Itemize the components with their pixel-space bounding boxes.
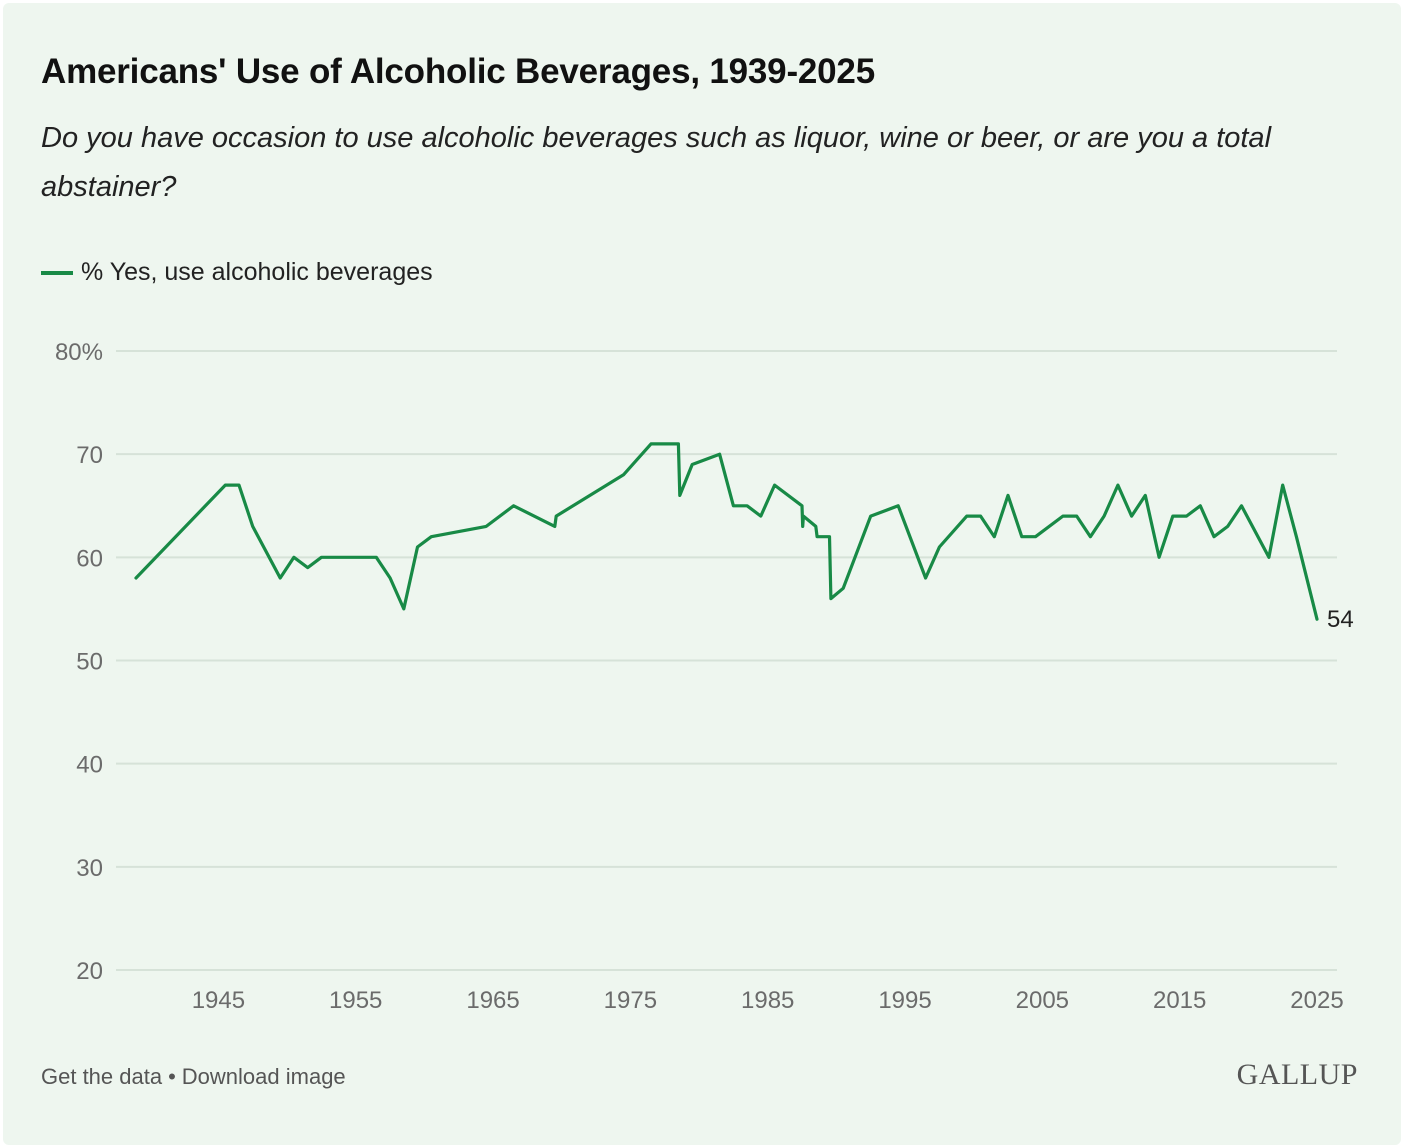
x-tick-label: 2005 bbox=[1016, 987, 1069, 1014]
y-tick-label: 70 bbox=[76, 442, 103, 469]
x-tick-label: 1945 bbox=[192, 987, 245, 1014]
y-tick-label: 80% bbox=[55, 339, 103, 366]
legend: % Yes, use alcoholic beverages bbox=[41, 258, 433, 287]
y-tick-label: 60 bbox=[76, 545, 103, 572]
x-tick-label: 1985 bbox=[741, 987, 794, 1014]
gallup-logo: GALLUP bbox=[1236, 1058, 1358, 1091]
chart-subtitle: Do you have occasion to use alcoholic be… bbox=[41, 122, 1272, 203]
get-data-link[interactable]: Get the data bbox=[41, 1064, 163, 1089]
y-tick-label: 40 bbox=[76, 752, 103, 779]
end-value-label: 54 bbox=[1327, 606, 1354, 633]
legend-swatch bbox=[41, 270, 73, 275]
x-tick-label: 2015 bbox=[1153, 987, 1206, 1014]
y-tick-label: 20 bbox=[76, 958, 103, 985]
footer-separator: • bbox=[168, 1064, 176, 1089]
x-tick-label: 2025 bbox=[1290, 987, 1343, 1014]
chart-card bbox=[3, 3, 1401, 1145]
footer-links: Get the data • Download image bbox=[41, 1064, 346, 1090]
x-tick-label: 1975 bbox=[604, 987, 657, 1014]
download-image-link[interactable]: Download image bbox=[181, 1064, 346, 1089]
legend-label: % Yes, use alcoholic beverages bbox=[81, 258, 433, 286]
x-tick-label: 1965 bbox=[466, 987, 519, 1014]
y-tick-label: 50 bbox=[76, 649, 103, 676]
chart-title: Americans' Use of Alcoholic Beverages, 1… bbox=[41, 52, 875, 91]
y-tick-label: 30 bbox=[76, 855, 103, 882]
series-line bbox=[134, 442, 1319, 621]
x-tick-label: 1955 bbox=[329, 987, 382, 1014]
x-tick-label: 1995 bbox=[878, 987, 931, 1014]
line-chart: 20 30 40 50 60 70 80% 1945 1955 1965 1975 1985 1995 2… bbox=[55, 339, 1354, 1014]
